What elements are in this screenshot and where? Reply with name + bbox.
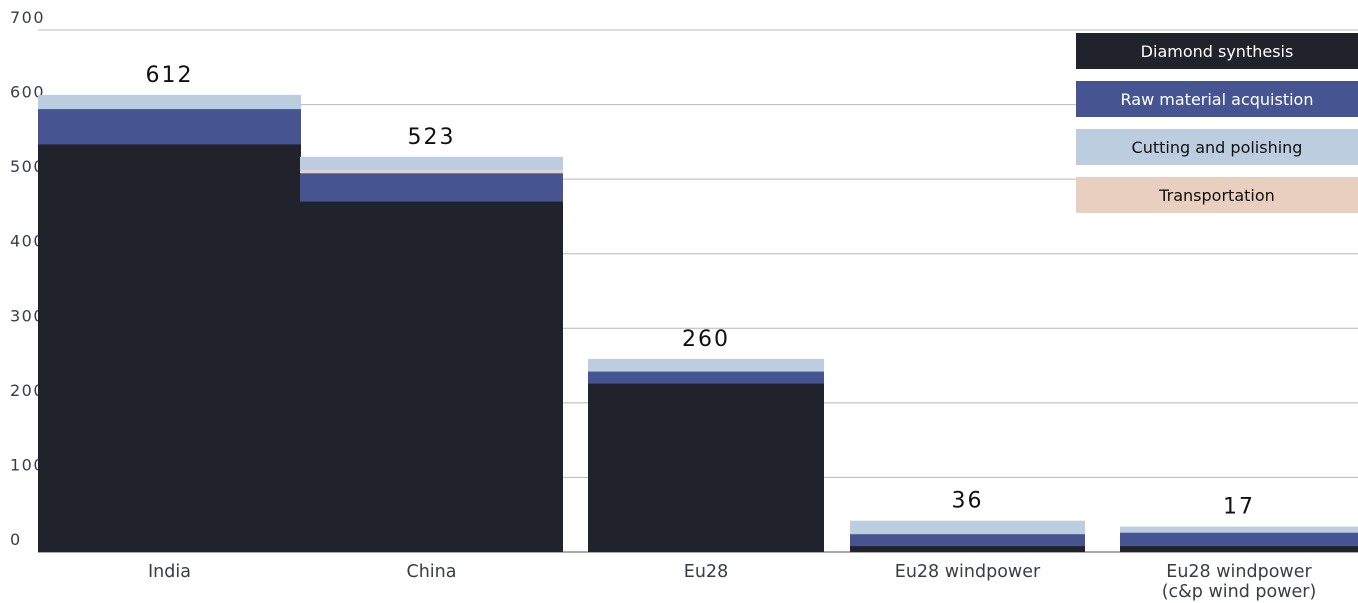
bar-segment-cutting-and-polishing-eu28 xyxy=(588,358,824,372)
y-tick-label-0: 0 xyxy=(10,530,22,549)
total-labels: 612 523 260 36 17 xyxy=(146,63,1255,520)
x-axis-labels: India China Eu28 Eu28 windpower Eu28 windpow… xyxy=(148,562,1316,602)
legend-swatch-cutting-and-polishing xyxy=(1076,129,1358,165)
bar-group-india xyxy=(38,94,301,552)
bar-segment-cutting-and-polishing-eu28-windpower-c-p-wind-power xyxy=(1120,526,1358,533)
y-axis-ticks: 0 100 200 300 400 500 600 700 xyxy=(10,8,45,549)
y-tick-label-700: 700 xyxy=(10,8,45,27)
total-label-eu28-windpower: 36 xyxy=(952,489,984,514)
bar-segment-cutting-and-polishing-india xyxy=(38,94,301,110)
legend-swatch-diamond-synthesis xyxy=(1076,33,1358,69)
x-tick-label-eu28: Eu28 xyxy=(684,562,728,582)
total-label-eu28: 260 xyxy=(682,327,730,352)
total-label-india: 612 xyxy=(146,63,194,88)
y-tick-label-500: 500 xyxy=(10,157,45,176)
bar-segment-cutting-and-polishing-china xyxy=(300,156,563,171)
bar-segment-raw-material-acquistion-eu28-windpower xyxy=(850,534,1085,547)
legend-item-raw-material-acquistion: Raw material acquistion xyxy=(1076,81,1358,117)
y-tick-label-100: 100 xyxy=(10,455,45,474)
y-tick-label-300: 300 xyxy=(10,306,45,325)
legend-label-raw-material-acquistion: Raw material acquistion xyxy=(1121,90,1314,109)
bars xyxy=(38,94,1358,552)
legend-label-diamond-synthesis: Diamond synthesis xyxy=(1141,42,1294,61)
x-tick-label-china: China xyxy=(407,562,457,582)
legend-label-transportation: Transportation xyxy=(1158,186,1275,205)
legend-item-transportation: Transportation xyxy=(1076,177,1358,213)
bar-segment-diamond-synthesis-eu28-windpower-c-p-wind-power xyxy=(1120,546,1358,552)
legend-item-cutting-and-polishing: Cutting and polishing xyxy=(1076,129,1358,165)
bar-segment-diamond-synthesis-india xyxy=(38,144,301,552)
bar-segment-diamond-synthesis-eu28-windpower xyxy=(850,546,1085,552)
bar-segment-diamond-synthesis-eu28 xyxy=(588,383,824,552)
bar-segment-diamond-synthesis-china xyxy=(300,201,563,552)
legend: Diamond synthesis Raw material acquistion… xyxy=(1076,33,1358,213)
bar-group-eu28-windpower-c-p-wind-power xyxy=(1120,526,1358,552)
y-tick-label-400: 400 xyxy=(10,232,45,251)
bar-group-eu28-windpower xyxy=(850,520,1085,552)
bar-segment-cutting-and-polishing-eu28-windpower xyxy=(850,520,1085,535)
x-tick-label-eu28-windpower: Eu28 windpower xyxy=(895,562,1041,582)
legend-swatch-raw-material-acquistion xyxy=(1076,81,1358,117)
legend-item-diamond-synthesis: Diamond synthesis xyxy=(1076,33,1358,69)
legend-swatch-transportation xyxy=(1076,177,1358,213)
bar-segment-raw-material-acquistion-eu28-windpower-c-p-wind-power xyxy=(1120,532,1358,547)
legend-label-cutting-and-polishing: Cutting and polishing xyxy=(1132,138,1303,157)
total-label-china: 523 xyxy=(408,125,456,150)
total-label-eu28-windpower-c-p-wind-power: 17 xyxy=(1223,495,1255,520)
bar-segment-raw-material-acquistion-eu28 xyxy=(588,371,824,384)
bar-segment-raw-material-acquistion-india xyxy=(38,109,301,145)
y-tick-label-200: 200 xyxy=(10,381,45,400)
y-tick-label-600: 600 xyxy=(10,83,45,102)
bar-segment-transportation-china xyxy=(300,170,563,174)
bar-group-eu28 xyxy=(588,358,824,552)
bar-group-china xyxy=(300,156,563,552)
bar-segment-raw-material-acquistion-china xyxy=(300,173,563,202)
x-tick-label-india: India xyxy=(148,562,191,582)
x-tick-label-eu28-windpower-c-p-wind-power: Eu28 windpower (c&p wind power) xyxy=(1162,562,1317,602)
